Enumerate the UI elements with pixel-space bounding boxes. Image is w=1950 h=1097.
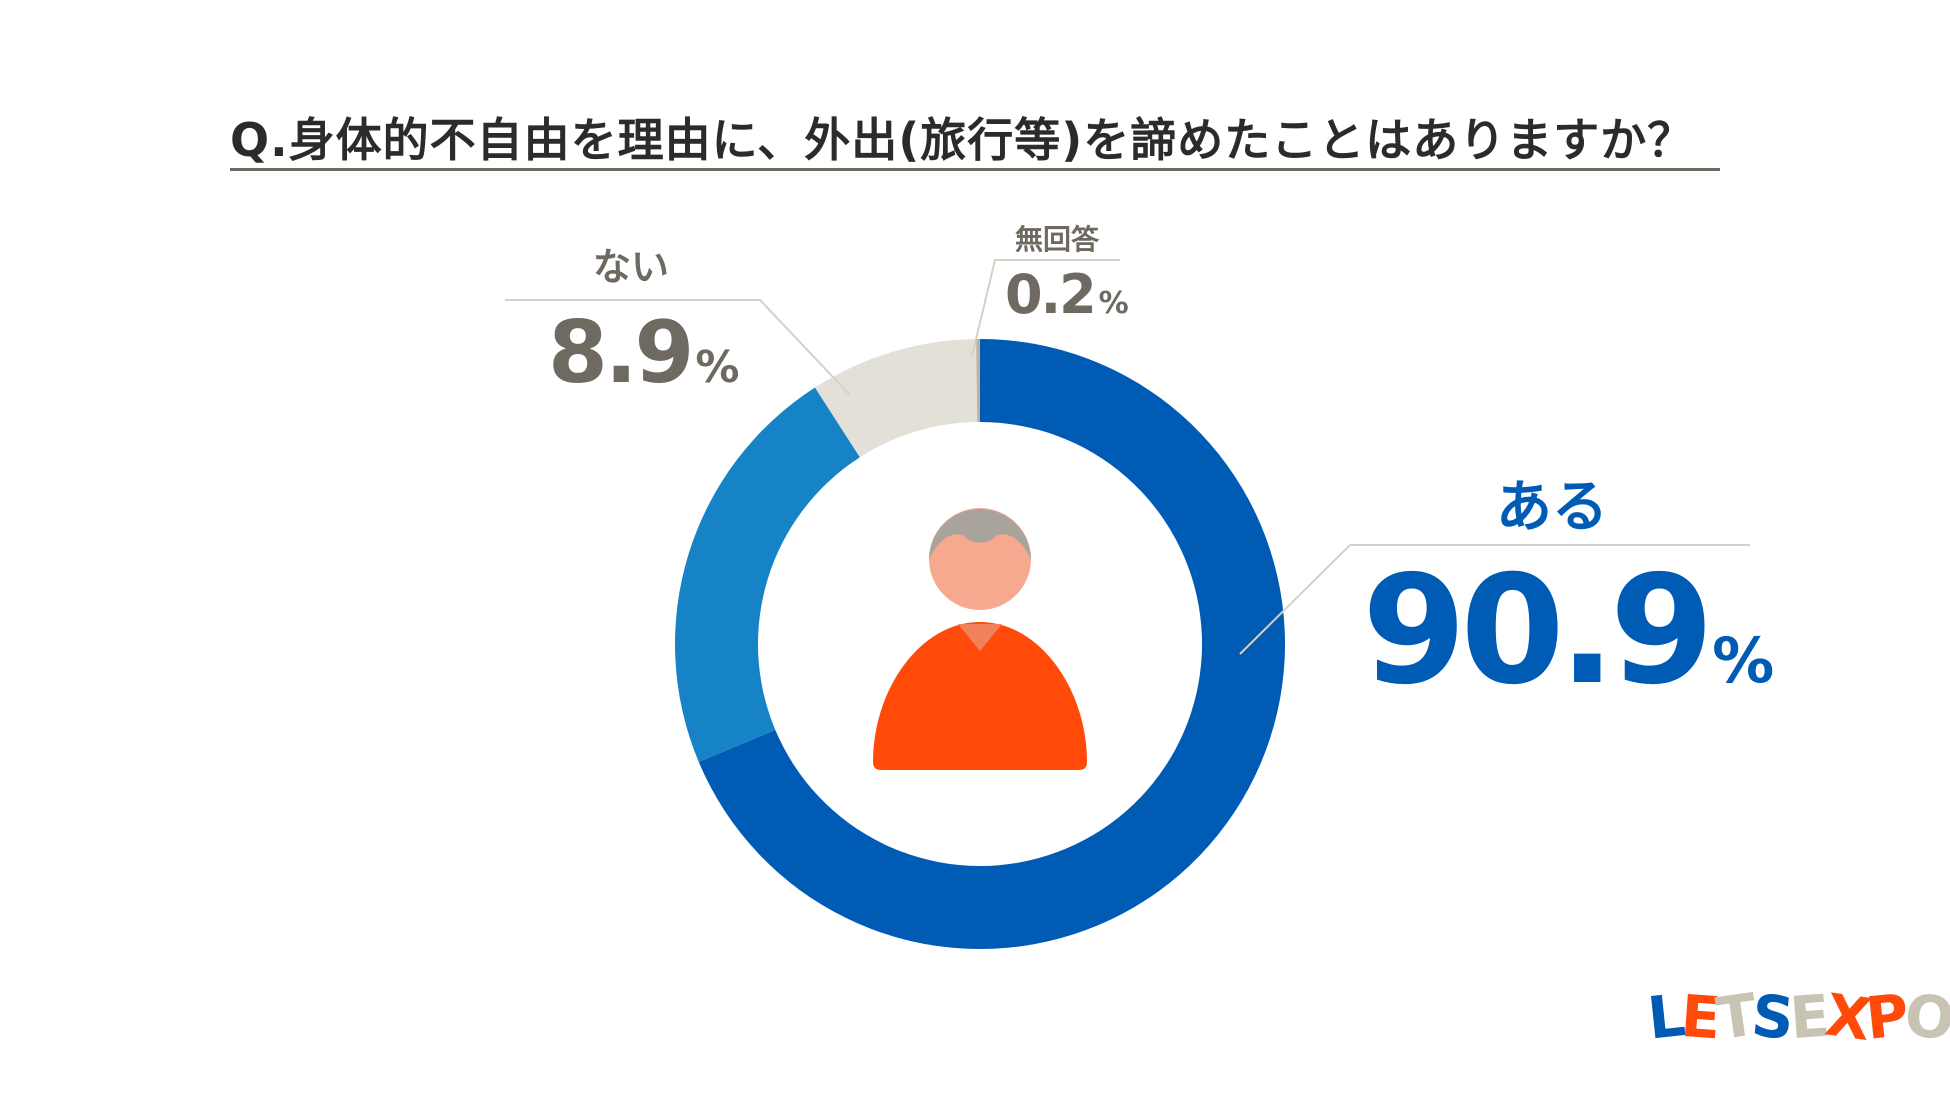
percent-unit: % — [695, 342, 740, 393]
slice-label-nai: ない — [593, 245, 670, 289]
letsexpo-logo: LETSEXPO — [1645, 980, 1950, 1053]
value-number: 90.9 — [1362, 544, 1714, 718]
leader-line-nai — [505, 299, 851, 396]
slice-value-nai: 8.9% — [548, 310, 739, 396]
person-collar — [958, 624, 1002, 651]
person-hair — [929, 509, 1031, 560]
logo-letter: O — [1901, 981, 1950, 1053]
logo-letter: S — [1748, 981, 1794, 1053]
percent-unit: % — [1712, 624, 1775, 697]
logo-letter: P — [1862, 981, 1909, 1053]
leader-lines — [505, 259, 1750, 655]
slice-value-aru: 90.9% — [1362, 556, 1774, 706]
title-underline — [230, 168, 1720, 171]
slice-nai — [814, 339, 978, 458]
donut-slices — [674, 339, 1285, 950]
slice-label-aru: ある — [1496, 475, 1608, 540]
slice-label-mukaito: 無回答 — [1015, 223, 1100, 256]
value-number: 0.2 — [1005, 263, 1097, 326]
leader-line-mukaito — [971, 259, 1120, 357]
slice-value-mukaito: 0.2% — [1005, 268, 1129, 322]
percent-unit: % — [1098, 286, 1129, 321]
person-icon — [873, 508, 1087, 770]
leader-line-aru — [1239, 544, 1750, 655]
value-number: 8.9 — [548, 303, 694, 403]
person-body — [873, 622, 1087, 770]
slice-aru-accent — [674, 387, 860, 762]
chart-title: Q.身体的不自由を理由に、外出(旅行等)を諦めたことはありますか？ — [230, 113, 1695, 167]
slice-mukaito — [976, 339, 980, 423]
